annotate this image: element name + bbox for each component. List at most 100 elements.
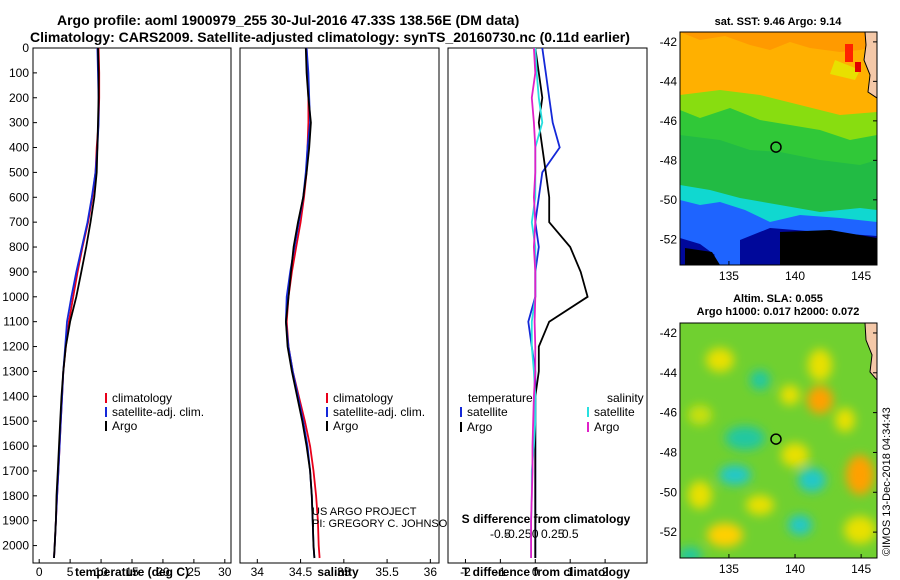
lat-tick-label: -48	[660, 445, 678, 459]
lat-tick-label: -46	[660, 114, 678, 128]
sla-map-title1: Altim. SLA: 0.055	[733, 293, 823, 305]
x-tick-label: 5	[67, 565, 74, 579]
lon-tick-label: 145	[851, 562, 871, 576]
sst-map-image	[680, 32, 877, 265]
sla-map-lon-ticks: 135 140 145	[719, 554, 871, 576]
y-tick-label: 800	[9, 240, 29, 254]
figure-title-line1: Argo profile: aoml 1900979_255 30-Jul-20…	[57, 12, 519, 28]
y-tick-label: 1200	[2, 340, 29, 354]
x-tick-label: 0	[36, 565, 43, 579]
lat-tick-label: -50	[660, 193, 678, 207]
lat-tick-label: -46	[660, 406, 678, 420]
imos-timestamp: ©IMOS 13-Dec-2018 04:34:43	[881, 407, 893, 556]
y-tick-label: 900	[9, 265, 29, 279]
sla-map-title2: Argo h1000: 0.017 h2000: 0.072	[697, 306, 860, 318]
y-tick-label: 1900	[2, 514, 29, 528]
y-tick-label: 1800	[2, 489, 29, 503]
legend-label: climatology	[333, 391, 393, 405]
lat-tick-label: -52	[660, 232, 678, 246]
lon-tick-label: 135	[719, 562, 739, 576]
y-tick-label: 1600	[2, 439, 29, 453]
sst-map-frame	[679, 31, 878, 266]
x2-tick-label: -0.25	[504, 527, 532, 541]
profile-line-2	[284, 47, 316, 559]
y-tick-label: 0	[22, 41, 29, 55]
salinity-profiles	[284, 47, 321, 559]
lat-tick-label: -52	[660, 525, 678, 539]
legend-label: Argo	[333, 419, 359, 433]
lon-tick-label: 135	[719, 269, 739, 283]
x-tick-label: 36	[424, 565, 438, 579]
y-tick-label: 300	[9, 116, 29, 130]
lat-tick-label: -44	[660, 366, 678, 380]
legend-label: satellite	[467, 405, 508, 419]
sla-map-image	[680, 323, 877, 558]
x-tick-label: 2	[602, 565, 609, 579]
legend-title: temperature	[468, 391, 533, 405]
temperature-plot-frame	[32, 47, 232, 564]
temperature-axis-label: temperature (deg C)	[75, 565, 189, 579]
x-tick-label: 30	[218, 565, 232, 579]
salinity-plot-frame	[239, 47, 440, 564]
legend-label: Argo	[594, 420, 620, 434]
s-difference-axis-label: S difference from climatology	[462, 512, 631, 526]
x2-tick-label: 0.25	[541, 527, 565, 541]
lon-tick-label: 140	[785, 269, 805, 283]
legend-label: satellite-adj. clim.	[112, 405, 204, 419]
y-tick-label: 1300	[2, 364, 29, 378]
lon-tick-label: 145	[851, 269, 871, 283]
project-credit: US ARGO PROJECT	[312, 506, 417, 518]
lon-tick-label: 140	[785, 562, 805, 576]
x-tick-label: 20	[156, 565, 170, 579]
x-tick-label: 1	[567, 565, 574, 579]
x-tick-label: 0	[532, 565, 539, 579]
y-tick-label: 400	[9, 141, 29, 155]
temperature-axis-ticks: 0 5 10 15 20 25 30	[36, 559, 232, 579]
x-tick-label: 34.5	[289, 565, 313, 579]
salinity-axis-label: salinity	[317, 565, 359, 579]
difference-line-3	[530, 47, 537, 558]
difference-panel: -2 -1 0 1 2 -0.5-0.25 0 0.250.5 T difference f…	[447, 47, 648, 579]
legend-label: satellite	[594, 405, 635, 419]
profile-line-2	[53, 47, 100, 559]
x-tick-label: -1	[495, 565, 506, 579]
y-tick-label: 1100	[3, 315, 29, 329]
difference-plot-frame	[447, 47, 648, 564]
y-tick-label: 200	[9, 91, 29, 105]
difference-legend: temperature salinitysatelliteArgosatellit…	[460, 391, 644, 434]
sla-map-lat-ticks: -42 -44 -46 -48 -50 -52	[660, 326, 877, 539]
legend-title: salinity	[607, 391, 644, 405]
salinity-panel: 34 34.5 35 35.5 36 salinity climatologysatel…	[239, 47, 455, 579]
sst-float-marker	[770, 141, 782, 153]
y-tick-label: 2000	[2, 539, 29, 553]
x2-tick-label: 0.5	[562, 527, 579, 541]
sla-float-marker	[770, 433, 782, 445]
lat-tick-label: -48	[660, 153, 678, 167]
temperature-panel: 0100200300400500600700800900100011001200…	[2, 41, 232, 579]
legend-label: Argo	[112, 419, 138, 433]
sst-map: sat. SST: 9.46 Argo: 9.14 135 140 145 -42-…	[660, 16, 878, 283]
sla-map: Altim. SLA: 0.055 Argo h1000: 0.017 h200…	[660, 293, 878, 576]
y-tick-label: 600	[9, 190, 29, 204]
difference-line-1	[534, 47, 589, 558]
legend-label: satellite-adj. clim.	[333, 405, 425, 419]
x-tick-label: -2	[460, 565, 471, 579]
salinity-axis-ticks: 34 34.5 35 35.5 36	[251, 559, 438, 579]
sst-map-lon-ticks: 135 140 145	[719, 261, 871, 283]
x-tick-label: 34	[251, 565, 265, 579]
y-tick-label: 500	[9, 165, 29, 179]
y-tick-label: 1700	[2, 464, 29, 478]
x-tick-label: 35.5	[375, 565, 399, 579]
y-tick-label: 1000	[2, 290, 29, 304]
lat-tick-label: -50	[660, 485, 678, 499]
t-difference-axis-label: T difference from climatology	[462, 565, 630, 579]
legend-label: climatology	[112, 391, 172, 405]
x2-tick-label: -0.5	[490, 527, 511, 541]
temperature-profiles	[53, 47, 101, 559]
y-tick-label: 1500	[2, 414, 29, 428]
legend-label: Argo	[467, 420, 493, 434]
sst-map-title: sat. SST: 9.46 Argo: 9.14	[715, 16, 843, 28]
y-tick-label: 1400	[2, 389, 29, 403]
